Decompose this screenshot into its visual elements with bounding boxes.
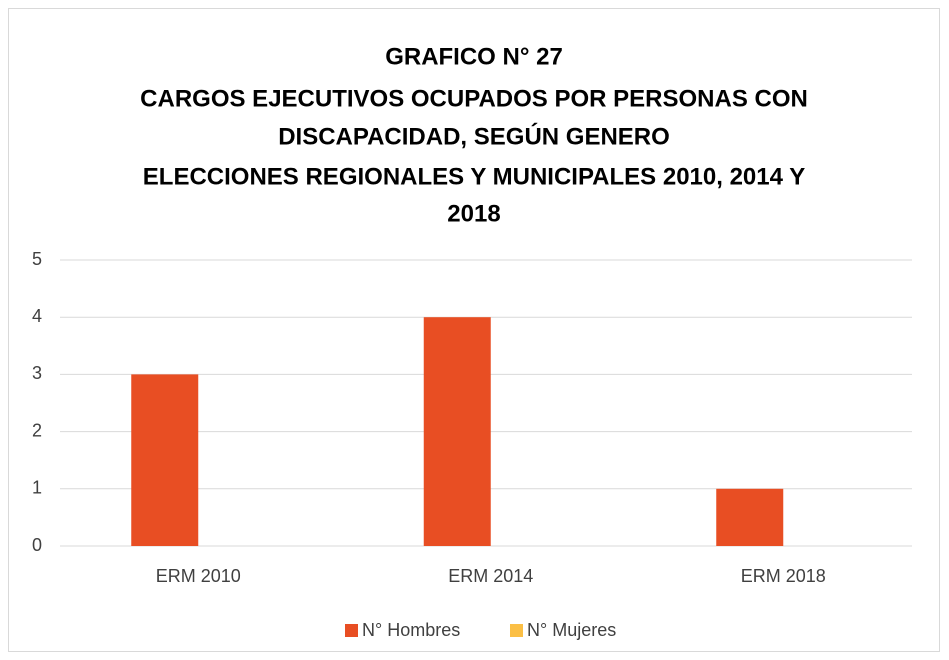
y-tick-label: 3 xyxy=(32,363,42,383)
y-tick-label: 4 xyxy=(32,306,42,326)
legend-swatch xyxy=(345,624,358,637)
bar xyxy=(423,317,491,546)
chart-title: GRAFICO N° 27 xyxy=(385,43,563,70)
bar xyxy=(131,374,199,546)
chart-title: ELECCIONES REGIONALES Y MUNICIPALES 2010… xyxy=(143,163,805,190)
legend-label: N° Hombres xyxy=(362,620,460,640)
x-tick-label: ERM 2018 xyxy=(741,566,826,586)
chart-title: CARGOS EJECUTIVOS OCUPADOS POR PERSONAS … xyxy=(140,85,808,112)
chart-title: 2018 xyxy=(447,200,500,227)
y-tick-label: 0 xyxy=(32,535,42,555)
x-tick-label: ERM 2010 xyxy=(156,566,241,586)
legend-label: N° Mujeres xyxy=(527,620,616,640)
y-tick-label: 5 xyxy=(32,249,42,269)
x-tick-label: ERM 2014 xyxy=(448,566,533,586)
legend-swatch xyxy=(510,624,523,637)
bar xyxy=(716,488,784,546)
chart-title: DISCAPACIDAD, SEGÚN GENERO xyxy=(278,122,670,150)
y-tick-label: 2 xyxy=(32,420,42,440)
y-tick-label: 1 xyxy=(32,478,42,498)
